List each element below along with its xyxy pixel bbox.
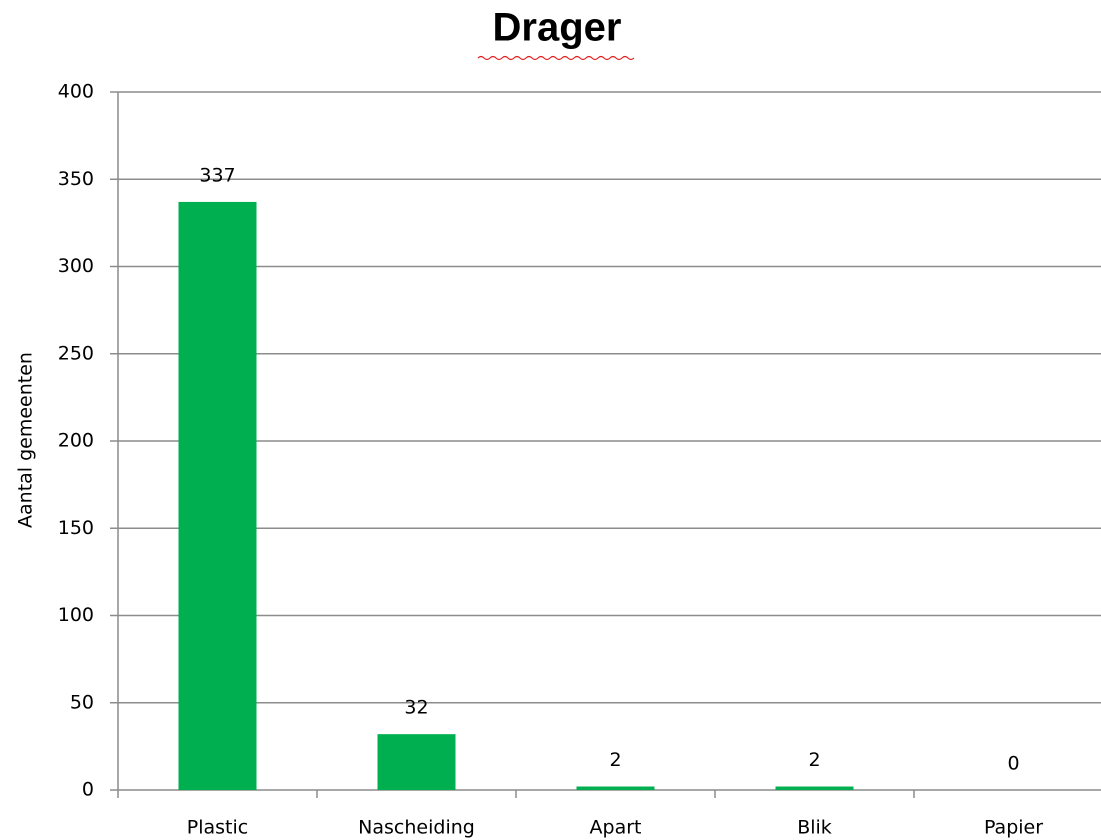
y-tick-label: 350 [58, 168, 94, 190]
x-tick-label: Blik [797, 817, 832, 839]
y-tick-label: 150 [58, 517, 94, 539]
y-tick-label: 250 [58, 342, 94, 364]
bar [178, 201, 257, 790]
y-tick-label: 0 [82, 779, 94, 801]
x-tick-label: Nascheiding [358, 817, 475, 839]
bar [377, 734, 456, 790]
data-label: 2 [808, 749, 820, 771]
y-tick-label: 200 [58, 430, 94, 452]
data-label: 2 [609, 749, 621, 771]
x-tick-label: Papier [984, 817, 1043, 839]
x-tick-label: Plastic [187, 817, 248, 839]
y-axis-label: Aantal gemeenten [15, 352, 37, 528]
y-tick-label: 400 [58, 81, 94, 103]
y-tick-label: 300 [58, 255, 94, 277]
x-tick-label: Apart [590, 817, 642, 839]
y-tick-label: 50 [70, 691, 94, 713]
data-label: 32 [404, 697, 428, 719]
bar [775, 786, 854, 790]
chart-title: Drager [493, 6, 622, 50]
bar [576, 786, 655, 790]
spellcheck-underline [477, 55, 635, 61]
data-label: 0 [1007, 753, 1019, 775]
y-tick-label: 100 [58, 604, 94, 626]
data-label: 337 [199, 164, 235, 186]
